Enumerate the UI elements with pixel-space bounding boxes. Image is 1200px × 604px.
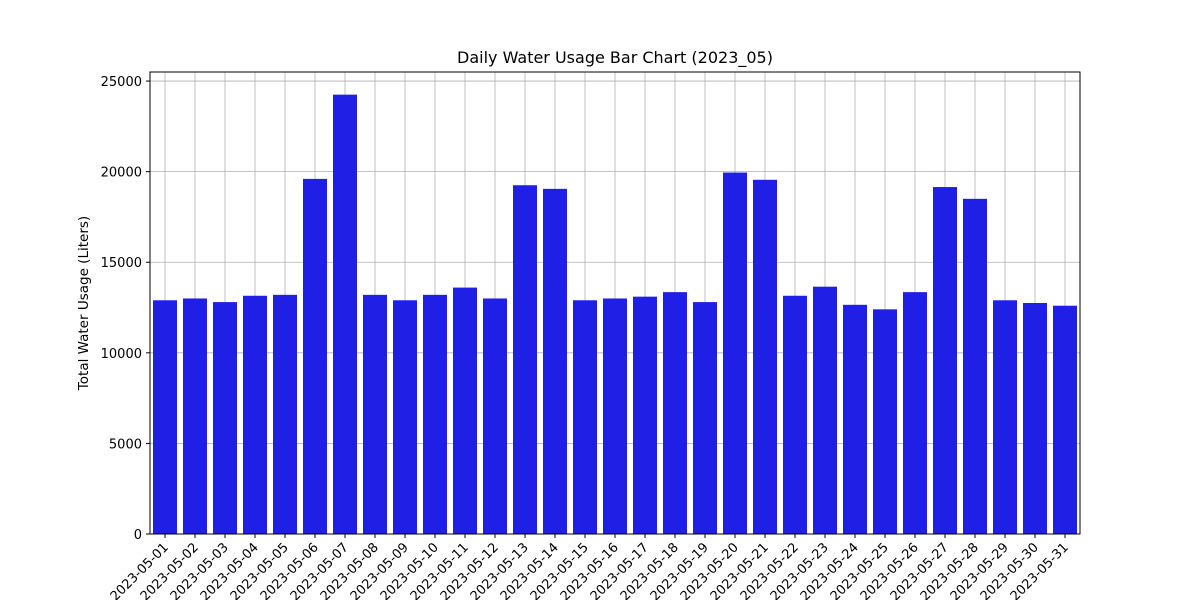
bar [933,187,957,534]
bar [663,292,687,534]
bar [1023,303,1047,534]
chart-title: Daily Water Usage Bar Chart (2023_05) [457,48,773,68]
bar [243,295,267,534]
bar [603,298,627,534]
bar [393,300,417,534]
y-tick-label: 25000 [101,75,142,90]
y-ticks: 0 5000 10000 15000 20000 25000 [101,75,150,543]
bar [183,298,207,534]
bar [723,172,747,534]
bar [573,300,597,534]
bar [1053,305,1077,534]
bar [453,287,477,534]
bar [153,300,177,534]
bar [993,300,1017,534]
bar [273,294,297,534]
bar [633,296,657,534]
bar [483,298,507,534]
bar [303,178,327,535]
bar [693,302,717,534]
y-tick-label: 0 [134,528,142,543]
bar [513,185,537,534]
bar [543,188,567,534]
bar [363,294,387,534]
bar [783,295,807,534]
bar [843,304,867,534]
y-axis-label: Total Water Usage (Liters) [76,216,92,391]
bar [423,294,447,534]
x-ticks: 2023-05-012023-05-022023-05-032023-05-04… [108,534,1072,604]
y-tick-label: 5000 [109,437,142,452]
bars [153,94,1077,535]
y-tick-label: 10000 [101,347,142,362]
y-tick-label: 15000 [101,256,142,271]
bar [813,286,837,534]
bar [963,198,987,534]
bar [333,94,357,534]
y-tick-label: 20000 [101,166,142,181]
bar [903,292,927,534]
bar [213,302,237,534]
bar [873,309,897,534]
bar [753,179,777,535]
